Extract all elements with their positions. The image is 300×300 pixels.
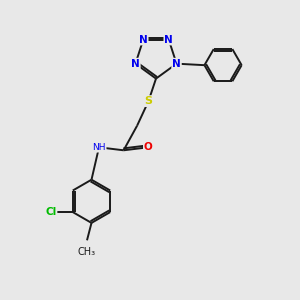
Text: Cl: Cl xyxy=(45,207,56,217)
Text: S: S xyxy=(145,96,152,106)
Text: NH: NH xyxy=(92,143,106,152)
Text: O: O xyxy=(144,142,153,152)
Text: N: N xyxy=(139,34,148,44)
Text: CH₃: CH₃ xyxy=(78,247,96,257)
Text: N: N xyxy=(131,59,140,69)
Text: N: N xyxy=(172,59,181,69)
Text: N: N xyxy=(164,34,173,44)
